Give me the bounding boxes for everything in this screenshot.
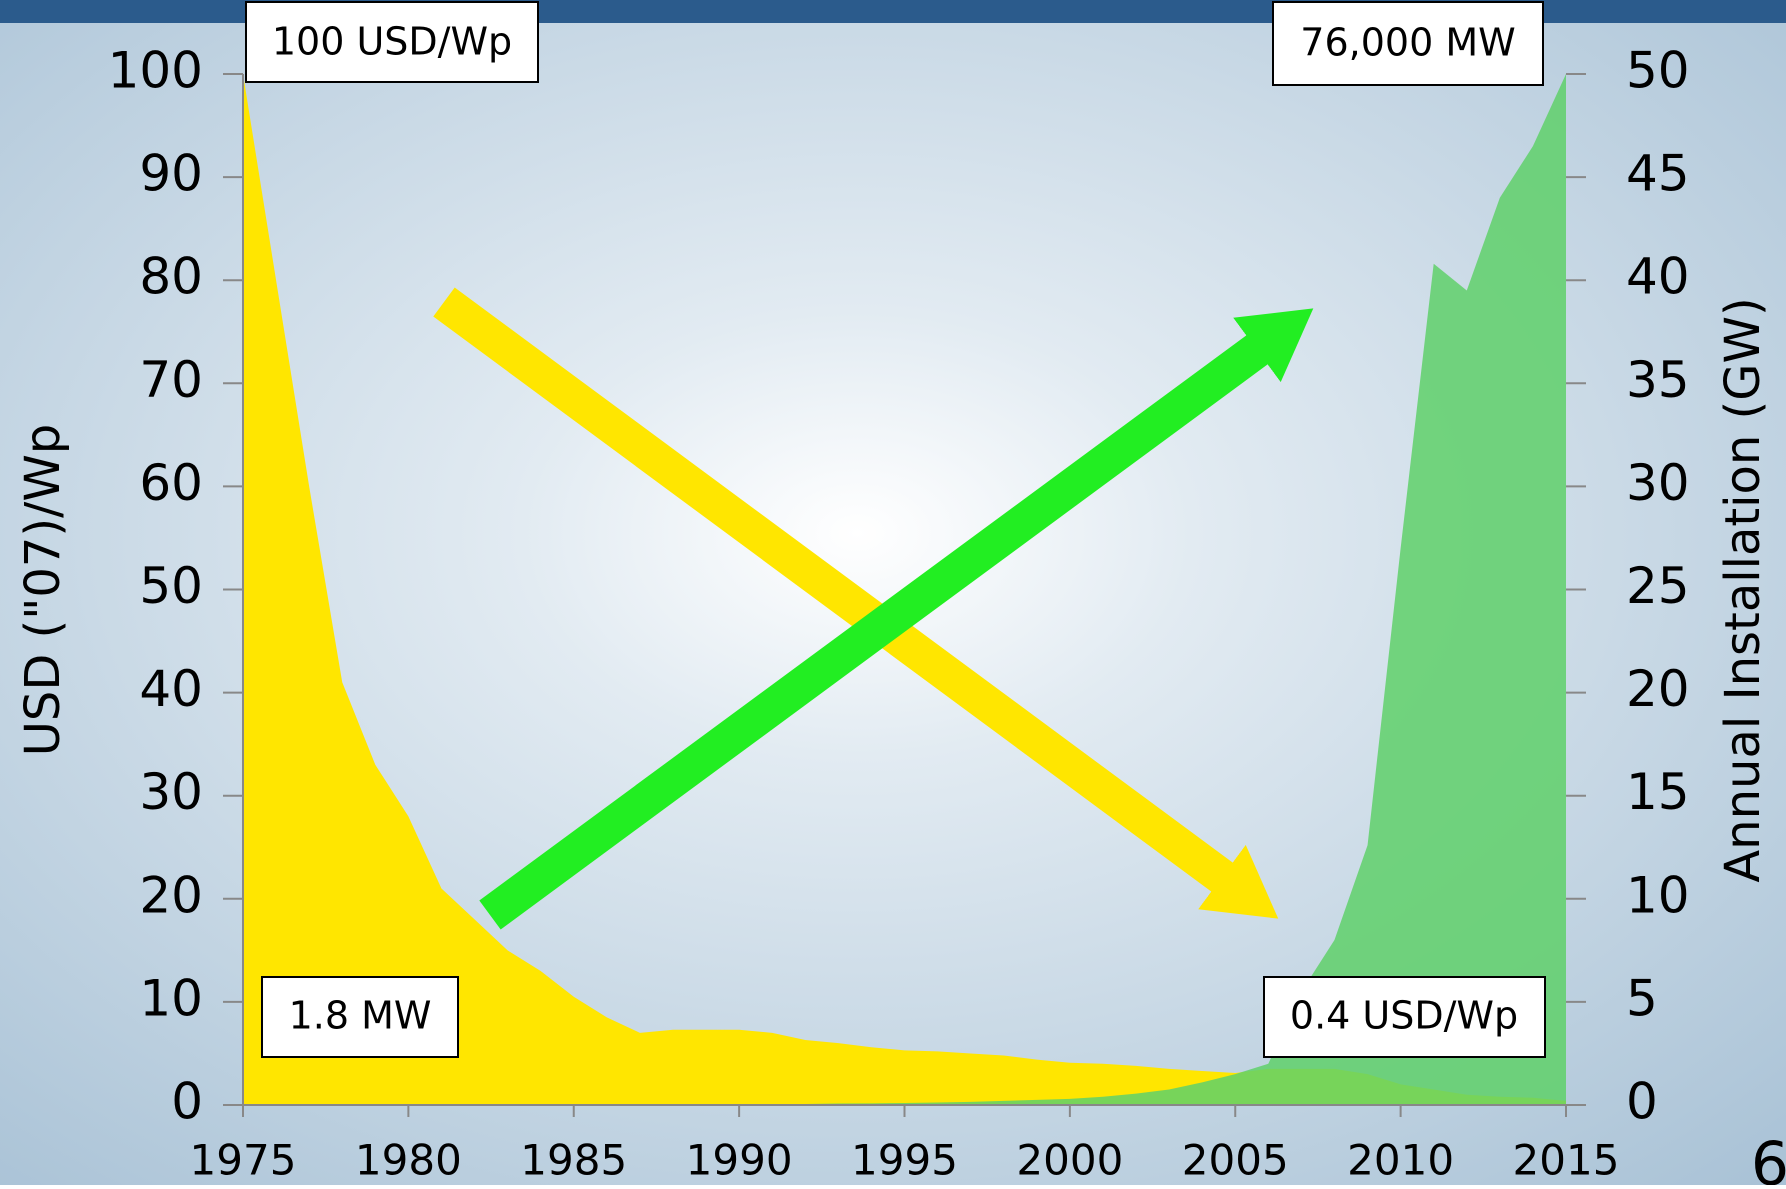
- annotation: 100 USD/Wp: [272, 20, 512, 64]
- y-tick-label: 10: [139, 969, 203, 1027]
- y2-tick-label: 10: [1626, 866, 1690, 924]
- y-tick-label: 20: [139, 866, 203, 924]
- y-tick-label: 50: [139, 557, 203, 615]
- y2-tick-label: 0: [1626, 1073, 1658, 1131]
- y2-tick-label: 15: [1626, 763, 1690, 821]
- x-tick-label: 1985: [520, 1136, 627, 1185]
- y-tick-label: 60: [139, 454, 203, 512]
- annotation: 0.4 USD/Wp: [1290, 994, 1518, 1038]
- x-tick-label: 2015: [1513, 1136, 1620, 1185]
- y2-tick-label: 35: [1626, 351, 1690, 409]
- y2-tick-label: 40: [1626, 248, 1690, 306]
- x-tick-label: 1980: [355, 1136, 462, 1185]
- x-tick-label: 1995: [851, 1136, 958, 1185]
- x-tick-label: 1975: [190, 1136, 297, 1185]
- y2-tick-label: 45: [1626, 145, 1690, 203]
- page: {"chart_data": {"type": "area", "x": [19…: [0, 0, 1786, 1185]
- y-tick-label: 80: [139, 248, 203, 306]
- chart: 0 10 20 30 40 50 60 70 80 90 100 0 5 10 15 20 25 30 35 40 45…: [0, 0, 1786, 1185]
- y2-tick-label: 5: [1626, 969, 1658, 1027]
- y-tick-label: 40: [139, 660, 203, 718]
- y-tick-label: 100: [108, 42, 203, 100]
- y2-tick-label: 20: [1626, 660, 1690, 718]
- annotation: 76,000 MW: [1300, 21, 1515, 65]
- annotation: 1.8 MW: [289, 994, 432, 1038]
- page-number: 6: [1751, 1130, 1786, 1185]
- y-tick-label: 30: [139, 763, 203, 821]
- y2-tick-label: 50: [1626, 42, 1690, 100]
- y2-axis-title: Annual Installation (GW): [1715, 297, 1771, 882]
- y-axis-title: USD ("07)/Wp: [15, 424, 71, 757]
- y2-tick-label: 25: [1626, 557, 1690, 615]
- x-tick-label: 2005: [1182, 1136, 1289, 1185]
- x-tick-label: 2000: [1016, 1136, 1123, 1185]
- y2-tick-label: 30: [1626, 454, 1690, 512]
- y-tick-label: 0: [171, 1073, 203, 1131]
- x-tick-label: 1990: [686, 1136, 793, 1185]
- x-tick-label: 2010: [1347, 1136, 1454, 1185]
- y-tick-label: 70: [139, 351, 203, 409]
- y-tick-label: 90: [139, 145, 203, 203]
